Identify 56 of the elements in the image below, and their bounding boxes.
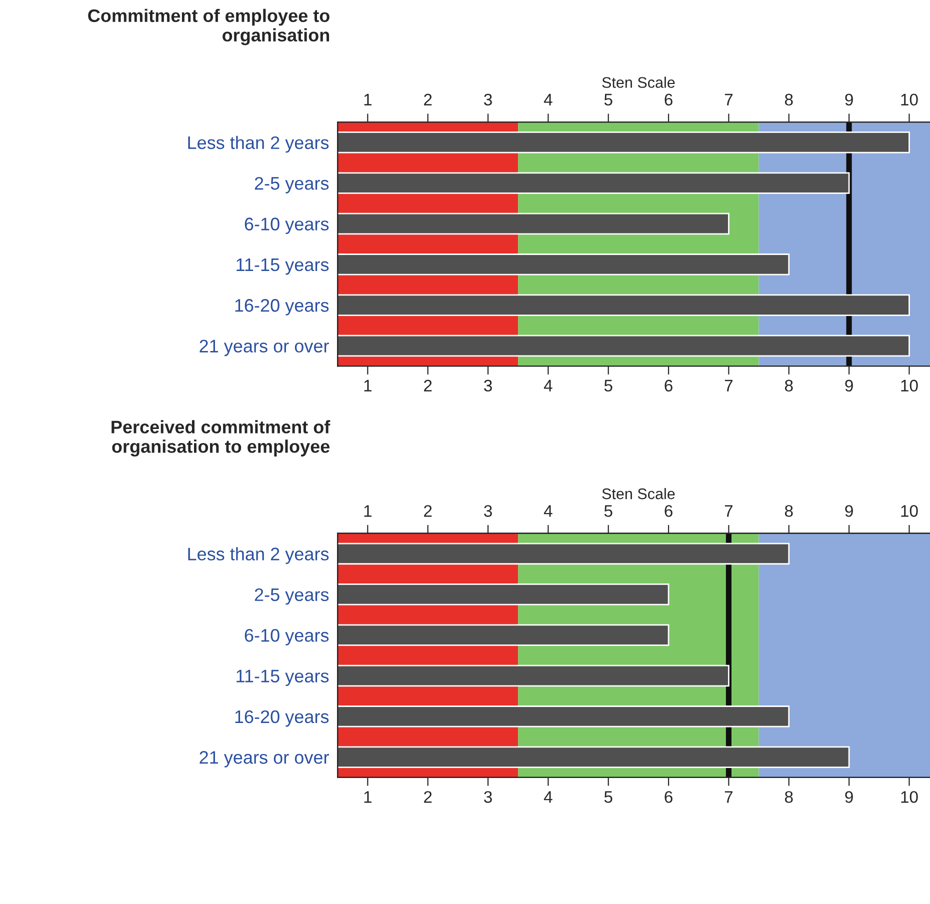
x-tick-label: 8 (784, 380, 793, 392)
x-tick-label: 9 (845, 791, 853, 803)
x2-tick-label: 10 (901, 505, 918, 517)
x2-tick-label: 8 (784, 94, 793, 106)
x-tick-label: 10 (901, 380, 918, 392)
x2-tick-label: 8 (784, 505, 793, 517)
x-tick-label: 1 (364, 791, 372, 803)
x2-tick-label: 7 (724, 505, 732, 517)
y-tick-label: 6-10 years (244, 628, 329, 646)
y-tick-label: 16-20 years (235, 299, 329, 316)
y-tick-label: 11-15 years (236, 258, 329, 275)
x2-tick-label: 2 (424, 505, 432, 517)
x2-tick-label: 1 (364, 505, 372, 517)
y-tick-label: 2-5 years (254, 588, 329, 605)
x2-tick-label: 3 (484, 94, 492, 106)
x2-tick-label: 5 (604, 94, 612, 106)
x2-tick-label: 2 (424, 94, 432, 106)
y-tick-label: Less than 2 years (188, 136, 329, 153)
y-tick-label: Less than 2 years (188, 547, 329, 564)
x2-tick-label: 3 (484, 505, 492, 517)
x2-tick-label: 9 (845, 505, 853, 517)
x2-axis-title: Sten Scale (602, 488, 675, 500)
y-tick-label: 16-20 years (235, 710, 329, 727)
x2-tick-label: 9 (845, 94, 853, 106)
y-tick-label: 21 years or over (200, 340, 329, 356)
x2-tick-label: 10 (901, 94, 918, 106)
x2-tick-label: 1 (364, 94, 372, 106)
x-tick-label: 2 (424, 791, 432, 803)
x2-tick-label: 4 (544, 94, 552, 106)
x-tick-label: 3 (484, 380, 492, 392)
x2-tick-label: 6 (664, 505, 672, 517)
x2-tick-label: 7 (724, 94, 732, 106)
x-tick-label: 4 (544, 380, 552, 392)
x2-tick-label: 4 (544, 505, 552, 517)
y-tick-label: 2-5 years (254, 176, 329, 194)
x-tick-label: 10 (901, 791, 918, 803)
chart-title: Commitment of employee to organisation (88, 8, 330, 46)
y-tick-label: 6-10 years (244, 218, 329, 234)
x-tick-label: 1 (364, 380, 372, 392)
x-tick-label: 7 (724, 791, 732, 803)
x-tick-label: 6 (664, 791, 672, 803)
y-tick-label: 11-15 years (236, 670, 329, 686)
x2-tick-label: 6 (664, 94, 672, 106)
x-tick-label: 5 (604, 380, 612, 392)
x-tick-label: 9 (845, 380, 853, 392)
x-tick-label: 2 (424, 380, 432, 392)
x-tick-label: 8 (784, 791, 793, 803)
x2-tick-label: 5 (604, 505, 612, 517)
x2-axis-title: Sten Scale (602, 76, 675, 88)
y-tick-label: 21 years or over (200, 751, 329, 768)
chart-title: Perceived commitment of organisation to employee (112, 420, 330, 457)
x-tick-label: 7 (724, 380, 732, 392)
x-tick-label: 3 (484, 791, 492, 803)
x-tick-label: 5 (604, 791, 612, 803)
x-tick-label: 6 (664, 380, 672, 392)
x-tick-label: 4 (544, 791, 552, 803)
